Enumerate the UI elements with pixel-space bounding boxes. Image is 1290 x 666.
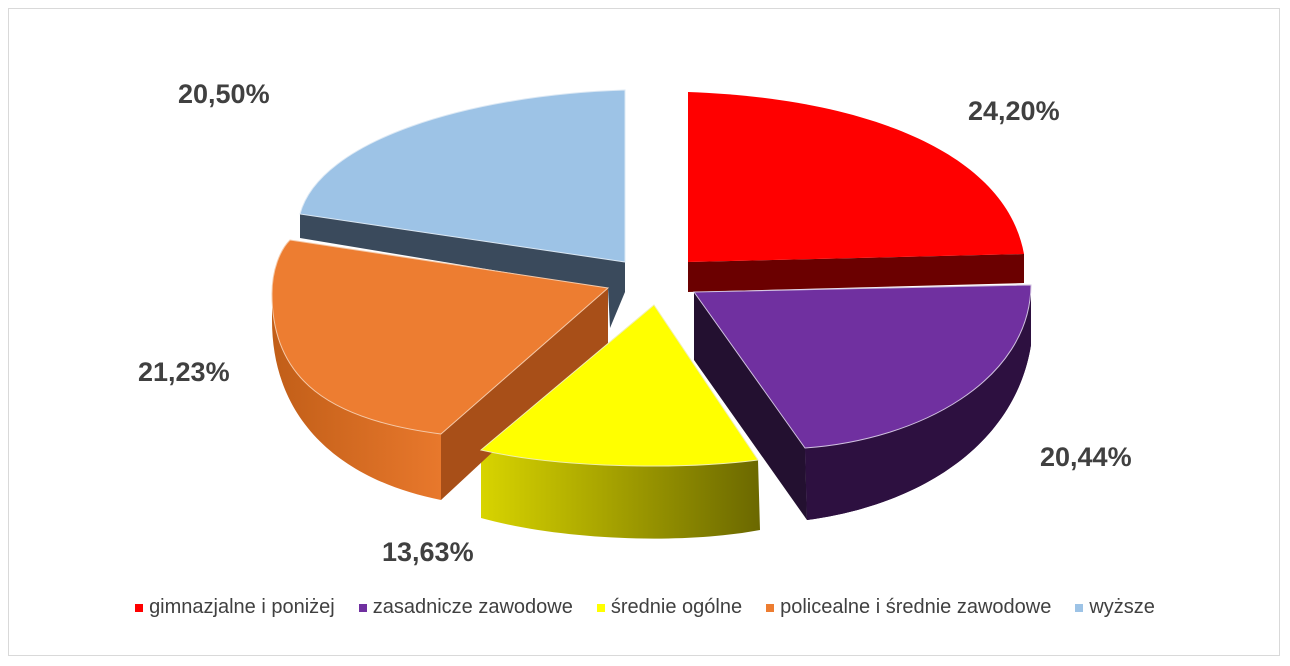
legend: gimnazjalne i poniżej zasadnicze zawodow…	[0, 596, 1290, 619]
slice-top-wyzsze	[299, 89, 626, 263]
slice-side-zasadnicze-edge	[694, 292, 807, 520]
data-label-gimnazjalne: 24,20%	[968, 96, 1060, 126]
data-label-srednie-ogolne: 13,63%	[382, 537, 474, 567]
slice-side-zasadnicze-front	[805, 285, 1031, 520]
legend-item: policealne i średnie zawodowe	[766, 596, 1051, 619]
legend-swatch	[358, 603, 367, 612]
slice-top-policealne	[271, 239, 610, 435]
data-label-policealne: 21,23%	[138, 357, 230, 387]
legend-label: zasadnicze zawodowe	[372, 596, 573, 618]
legend-item: gimnazjalne i poniżej	[135, 596, 335, 619]
slice-side-policealne	[272, 294, 441, 500]
legend-label: wyższe	[1089, 596, 1155, 618]
legend-label: średnie ogólne	[610, 596, 743, 618]
legend-swatch	[135, 603, 144, 612]
slice-side-wyzsze	[300, 214, 625, 292]
legend-label: gimnazjalne i poniżej	[149, 596, 335, 618]
pie-chart: 24,20% 20,44% 13,63% 21,23% 20,50%	[138, 79, 1132, 567]
slice-top-gimnazjalne	[688, 92, 1024, 262]
slice-side-gimnazjalne	[688, 254, 1024, 292]
legend-item: wyższe	[1075, 596, 1155, 619]
data-label-wyzsze: 20,50%	[178, 79, 270, 109]
slice-top-zasadnicze	[693, 284, 1032, 449]
slice-top-srednie-ogolne	[479, 304, 759, 467]
legend-item: średnie ogólne	[596, 596, 743, 619]
legend-swatch	[596, 603, 605, 612]
slice-side-srednie-ogolne	[481, 450, 760, 539]
legend-label: policealne i średnie zawodowe	[780, 596, 1052, 618]
data-label-zasadnicze: 20,44%	[1040, 442, 1132, 472]
legend-swatch	[766, 603, 775, 612]
legend-item: zasadnicze zawodowe	[358, 596, 573, 619]
slice-side-policealne-inner	[441, 288, 608, 500]
legend-swatch	[1075, 603, 1084, 612]
slice-side-wyzsze-inner	[608, 262, 625, 328]
